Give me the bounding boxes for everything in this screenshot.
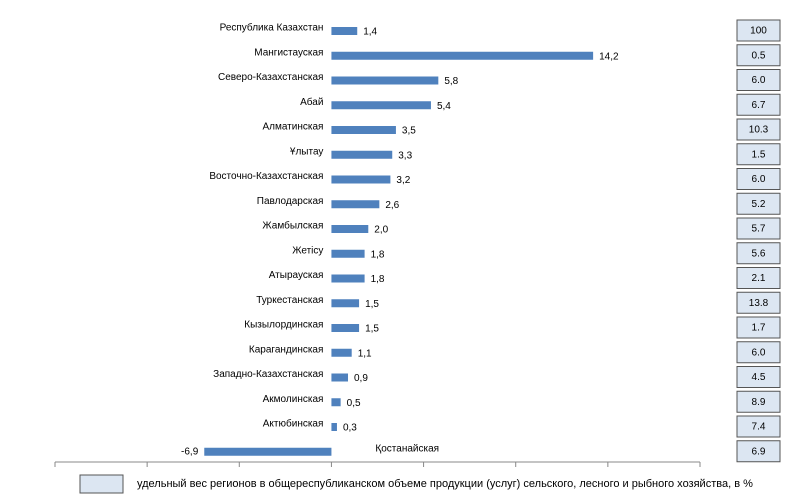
bar <box>331 175 391 184</box>
share-label: 5.7 <box>752 224 766 235</box>
bar <box>331 225 369 233</box>
category-label: Абай <box>300 96 323 108</box>
share-label: 6.7 <box>752 100 766 111</box>
bar <box>331 249 365 258</box>
bar <box>331 348 352 357</box>
share-box <box>736 69 781 91</box>
category-label: Кызылординская <box>244 320 323 331</box>
category-label: Мангистауская <box>254 47 323 58</box>
value-label: 1,8 <box>371 274 385 285</box>
share-label: 6.9 <box>752 446 766 457</box>
bar <box>331 101 431 110</box>
bar <box>331 27 358 35</box>
category-label: Атырауская <box>269 270 324 281</box>
share-label: 7.4 <box>752 422 766 433</box>
legend-label: удельный вес регионов в общереспубликанс… <box>137 478 753 490</box>
value-label: 1,4 <box>363 27 377 38</box>
share-label: 4.5 <box>752 372 766 383</box>
bar <box>331 423 337 431</box>
share-box <box>736 242 781 265</box>
bar <box>331 274 365 283</box>
value-label: 1,5 <box>365 324 379 335</box>
share-box <box>736 44 781 67</box>
bar <box>331 324 360 332</box>
category-label: Жамбылская <box>262 220 323 232</box>
share-box <box>736 291 781 314</box>
share-label: 100 <box>750 26 767 37</box>
share-box <box>736 19 781 42</box>
bar <box>331 373 349 382</box>
share-label: 5.2 <box>752 199 766 210</box>
share-box <box>736 217 781 240</box>
value-label: 2,0 <box>374 225 388 236</box>
share-label: 2.1 <box>752 273 766 284</box>
category-label: Жетісу <box>292 245 323 256</box>
bar <box>331 150 393 159</box>
share-label: 5.6 <box>752 248 766 259</box>
share-label: 0.5 <box>752 50 766 61</box>
share-box <box>736 267 781 289</box>
share-box <box>736 316 781 339</box>
share-box <box>736 192 781 215</box>
bar <box>331 76 439 85</box>
share-label: 10.3 <box>749 125 769 136</box>
share-box <box>736 143 781 166</box>
category-label: Акмолинская <box>263 394 324 405</box>
category-label: Северо-Казахстанская <box>218 72 323 83</box>
share-label: 6.0 <box>752 75 766 86</box>
value-label: 3,5 <box>402 126 416 137</box>
category-label: Восточно-Казахстанская <box>209 171 323 182</box>
share-label: 8.9 <box>752 397 766 408</box>
share-label: 6.0 <box>752 347 766 358</box>
value-label: -6,9 <box>181 446 199 457</box>
share-box <box>736 93 781 116</box>
value-label: 3,3 <box>398 150 412 161</box>
bar <box>331 299 360 308</box>
share-box <box>736 341 781 364</box>
value-label: 3,2 <box>396 175 410 186</box>
bar <box>331 398 341 407</box>
value-label: 0,9 <box>354 373 368 384</box>
bar <box>331 126 396 134</box>
share-label: 6.0 <box>752 174 766 185</box>
bar <box>331 200 380 209</box>
share-label: 13.8 <box>749 298 769 309</box>
share-box <box>736 440 781 463</box>
value-label: 5,8 <box>444 76 458 87</box>
category-label: Республика Казахстан <box>220 22 324 34</box>
category-label: Актюбинская <box>263 418 324 430</box>
category-label: Туркестанская <box>256 295 323 306</box>
value-label: 1,8 <box>371 249 385 260</box>
share-box <box>736 366 781 388</box>
category-label: Западно-Казахстанская <box>213 369 323 380</box>
category-label: Павлодарская <box>257 196 324 207</box>
value-label: 2,6 <box>385 200 399 211</box>
value-label: 5,4 <box>437 101 451 112</box>
share-label: 1.5 <box>752 149 766 160</box>
category-label: Карагандинская <box>249 344 324 355</box>
value-label: 0,3 <box>343 423 357 434</box>
share-box <box>736 415 781 438</box>
share-box <box>736 168 781 190</box>
legend-swatch <box>79 474 124 494</box>
category-label: Қостанайская <box>375 443 439 454</box>
value-label: 0,5 <box>347 398 361 409</box>
bar <box>204 447 332 456</box>
share-box <box>736 118 781 141</box>
share-box <box>736 390 781 413</box>
value-label: 1,5 <box>365 299 379 310</box>
category-label: Ұлытау <box>290 146 324 157</box>
value-label: 1,1 <box>358 348 372 359</box>
category-label: Алматинская <box>262 122 323 133</box>
share-label: 1.7 <box>752 323 766 334</box>
bar <box>331 51 594 60</box>
value-label: 14,2 <box>599 51 619 62</box>
